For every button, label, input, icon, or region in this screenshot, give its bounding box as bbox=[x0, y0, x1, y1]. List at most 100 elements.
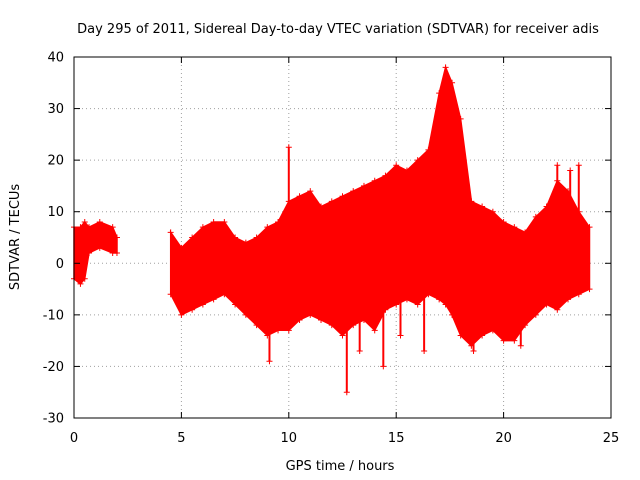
data-point bbox=[189, 306, 196, 313]
y-tick-label: 10 bbox=[47, 205, 64, 220]
data-point bbox=[489, 208, 496, 215]
data-point bbox=[468, 198, 475, 205]
data-point bbox=[307, 311, 314, 318]
data-area bbox=[71, 64, 593, 396]
data-point bbox=[242, 239, 249, 246]
data-point bbox=[403, 167, 410, 174]
data-point bbox=[479, 332, 486, 339]
data-point bbox=[232, 234, 239, 241]
data-point bbox=[109, 224, 116, 231]
data-point bbox=[565, 296, 572, 303]
data-point bbox=[403, 296, 410, 303]
data-point bbox=[275, 327, 282, 334]
data-point bbox=[339, 193, 346, 200]
ticks: 0 5 10 15 20 25 -30 -20 -10 0 10 20 30 40 bbox=[43, 51, 620, 447]
y-tick-label: -30 bbox=[43, 412, 64, 427]
data-point bbox=[425, 146, 432, 153]
data-point bbox=[113, 234, 120, 241]
outlier-point bbox=[356, 347, 363, 354]
data-band-2 bbox=[169, 64, 591, 347]
data-point bbox=[543, 301, 550, 308]
data-point bbox=[393, 301, 400, 308]
data-point bbox=[371, 327, 378, 334]
x-tick-label: 25 bbox=[603, 431, 620, 446]
outlier-point bbox=[575, 162, 582, 169]
data-point bbox=[242, 311, 249, 318]
data-point bbox=[457, 115, 464, 122]
data-point bbox=[382, 172, 389, 179]
data-point bbox=[86, 224, 93, 231]
x-tick-label: 10 bbox=[281, 431, 298, 446]
data-point bbox=[210, 219, 217, 226]
x-tick-label: 5 bbox=[177, 431, 185, 446]
outlier-point bbox=[517, 342, 524, 349]
data-point bbox=[96, 219, 103, 226]
outlier-point bbox=[421, 347, 428, 354]
data-point bbox=[360, 182, 367, 189]
data-point bbox=[253, 234, 260, 241]
data-point bbox=[425, 291, 432, 298]
data-point bbox=[436, 90, 443, 97]
data-point bbox=[339, 332, 346, 339]
data-point bbox=[199, 301, 206, 308]
data-point bbox=[328, 198, 335, 205]
data-point bbox=[511, 337, 518, 344]
data-point bbox=[414, 157, 421, 164]
data-point bbox=[81, 275, 88, 282]
y-tick-label: 0 bbox=[56, 257, 64, 272]
data-point bbox=[449, 311, 456, 318]
data-point bbox=[199, 224, 206, 231]
data-point bbox=[210, 296, 217, 303]
chart-title: Day 295 of 2011, Sidereal Day-to-day VTE… bbox=[77, 22, 599, 37]
data-point bbox=[371, 177, 378, 184]
y-axis-label: SDTVAR / TECUs bbox=[8, 184, 23, 291]
data-point bbox=[81, 219, 88, 226]
plot-frame bbox=[73, 56, 612, 419]
data-point bbox=[275, 219, 282, 226]
data-point bbox=[77, 224, 84, 231]
data-point bbox=[296, 193, 303, 200]
data-point bbox=[436, 296, 443, 303]
data-point bbox=[86, 249, 93, 256]
data-point bbox=[167, 291, 174, 298]
data-point bbox=[449, 79, 456, 86]
x-tick-label: 0 bbox=[70, 431, 78, 446]
data-point bbox=[178, 244, 185, 251]
data-point bbox=[307, 188, 314, 195]
data-point bbox=[532, 311, 539, 318]
x-tick-label: 15 bbox=[388, 431, 405, 446]
data-point bbox=[511, 224, 518, 231]
data-point bbox=[586, 286, 593, 293]
outlier-point bbox=[285, 144, 292, 151]
data-point bbox=[543, 203, 550, 210]
data-point bbox=[442, 301, 449, 308]
data-point bbox=[522, 322, 529, 329]
x-tick-label: 20 bbox=[495, 431, 512, 446]
y-tick-label: 40 bbox=[47, 51, 64, 66]
data-point bbox=[77, 280, 84, 287]
data-point bbox=[253, 322, 260, 329]
y-tick-label: -20 bbox=[43, 360, 64, 375]
x-axis-label: GPS time / hours bbox=[286, 459, 395, 474]
outlier-point bbox=[470, 347, 477, 354]
data-point bbox=[554, 306, 561, 313]
data-point bbox=[318, 203, 325, 210]
outlier-point bbox=[380, 363, 387, 370]
y-tick-label: -10 bbox=[43, 308, 64, 323]
data-point bbox=[296, 317, 303, 324]
y-tick-label: 20 bbox=[47, 154, 64, 169]
data-point bbox=[479, 203, 486, 210]
data-point bbox=[442, 64, 449, 71]
data-point bbox=[221, 291, 228, 298]
outlier-point bbox=[343, 389, 350, 396]
data-point bbox=[232, 301, 239, 308]
outlier-point bbox=[266, 358, 273, 365]
data-point bbox=[167, 229, 174, 236]
outlier-point bbox=[567, 167, 574, 174]
data-point bbox=[113, 249, 120, 256]
data-point bbox=[360, 317, 367, 324]
data-point bbox=[285, 327, 292, 334]
data-point bbox=[414, 301, 421, 308]
data-point bbox=[500, 219, 507, 226]
